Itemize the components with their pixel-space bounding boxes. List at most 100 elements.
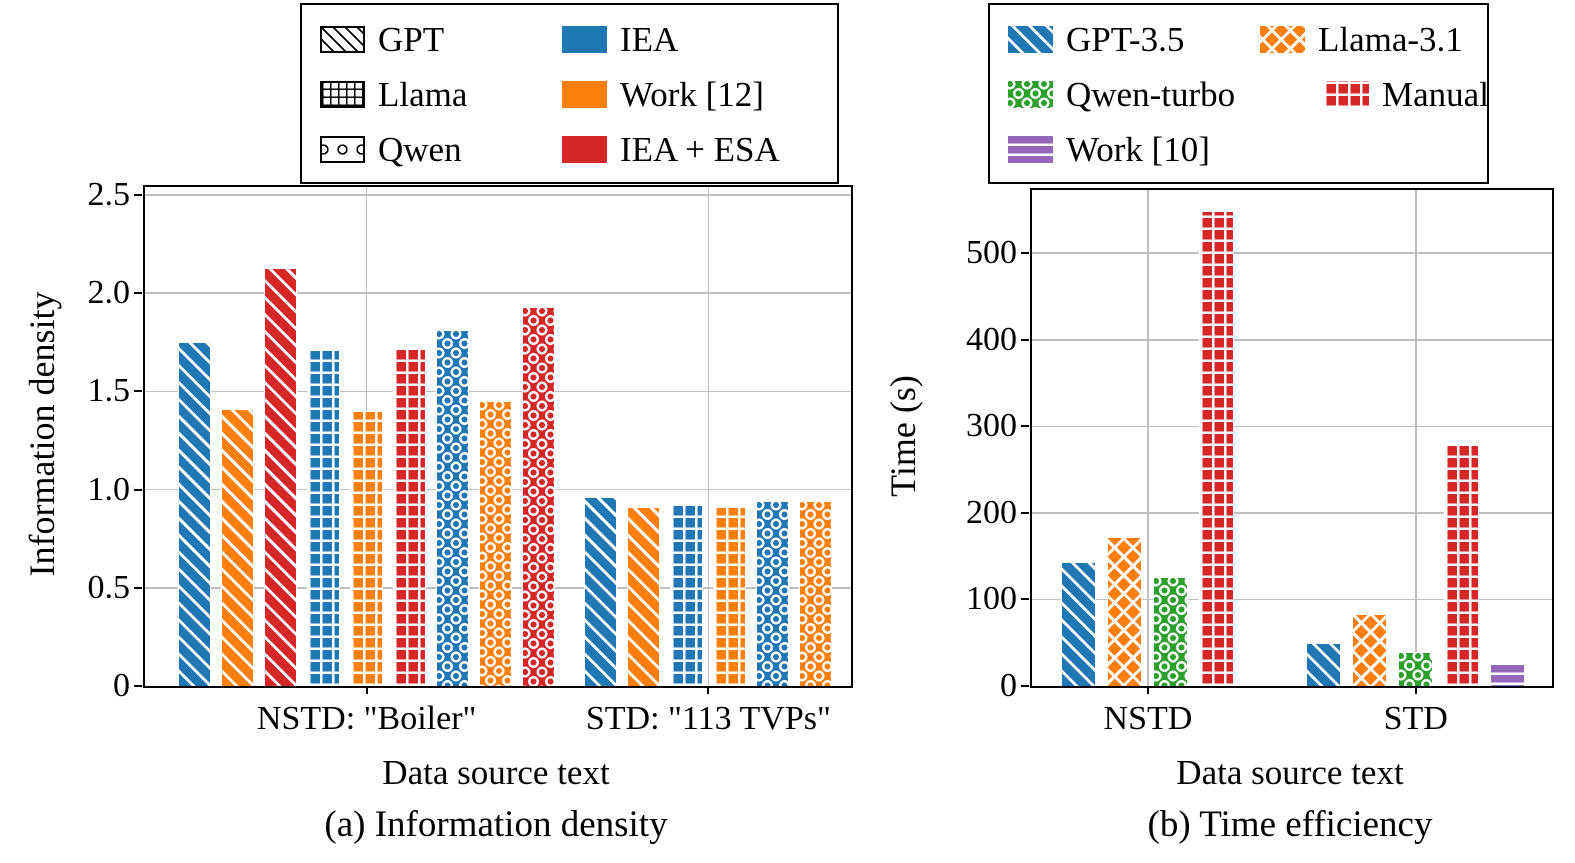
y-tick-label: 2.0 — [87, 274, 131, 312]
y-tick-mark — [134, 685, 142, 687]
y-tick-mark — [134, 292, 142, 295]
y-tick-mark — [1021, 338, 1029, 341]
legend-item-llama: Llama — [320, 74, 467, 114]
legend-item-gpt-3-5: GPT-3.5 — [1008, 19, 1184, 59]
bar-nstd-boiler-qwen-iea — [436, 330, 470, 686]
legend-label-iea-esa: IEA + ESA — [620, 129, 780, 169]
gridline-y-500 — [1032, 252, 1552, 254]
bar-nstd-qwen-turbo — [1153, 576, 1189, 686]
y-tick-label: 200 — [966, 493, 1017, 531]
bar-nstd-boiler-gpt-work-12 — [221, 409, 255, 686]
legend-item-iea: IEA — [562, 19, 678, 59]
bar-nstd-gpt-3-5 — [1061, 562, 1097, 686]
legend-label-qwen: Qwen — [378, 129, 462, 169]
bar-nstd-boiler-gpt-iea-esa — [264, 267, 298, 686]
y-tick-mark — [134, 390, 142, 393]
legend-label-llama: Llama — [378, 74, 468, 114]
y-tick-mark — [1021, 425, 1029, 428]
y-tick-mark — [134, 488, 142, 491]
legend-item-work-10: Work [10] — [1008, 129, 1210, 169]
bar-std-113-tvps-qwen-iea — [756, 501, 790, 686]
x-axis-label-b: Data source text — [1176, 753, 1404, 792]
y-tick-mark — [1021, 685, 1029, 687]
bar-std-gpt-3-5 — [1306, 642, 1342, 686]
bar-nstd-manual — [1199, 210, 1235, 686]
gridline-y-400 — [1032, 339, 1552, 341]
bar-std-113-tvps-llama-iea — [670, 503, 704, 686]
legend-swatch-iea-esa — [562, 135, 607, 163]
bar-nstd-boiler-qwen-work-12 — [479, 401, 513, 686]
legend-label-gpt-3-5: GPT-3.5 — [1066, 19, 1185, 59]
y-tick-label: 100 — [966, 580, 1017, 618]
bar-std-113-tvps-gpt-iea — [584, 497, 618, 686]
y-tick-label: 2.5 — [87, 175, 131, 213]
x-tick-mark — [707, 686, 710, 694]
bar-nstd-boiler-gpt-iea — [178, 342, 212, 686]
bar-std-work-10 — [1490, 663, 1526, 686]
legend-swatch-qwen-turbo — [1008, 80, 1053, 108]
legend-swatch-qwen — [320, 135, 365, 163]
legend-item-qwen-turbo: Qwen-turbo — [1008, 74, 1235, 114]
bar-std-qwen-turbo — [1398, 652, 1434, 686]
x-tick-label-std: STD — [1383, 700, 1448, 737]
bar-nstd-boiler-llama-iea-esa — [393, 348, 427, 686]
legend-item-manual: Manual — [1324, 74, 1489, 114]
x-tick-label-nstd-boiler: NSTD: "Boiler" — [256, 700, 477, 737]
y-tick-mark — [134, 586, 142, 589]
gridline-y-100 — [1032, 598, 1552, 601]
y-tick-label: 1.5 — [87, 372, 131, 410]
legend-label-llama-3-1: Llama-3.1 — [1318, 19, 1463, 59]
legend-swatch-llama — [320, 80, 365, 108]
legend-label-qwen-turbo: Qwen-turbo — [1066, 74, 1236, 114]
legend-label-manual: Manual — [1382, 74, 1489, 114]
legend-panel-b: GPT-3.5 Qwen-turbo Work [10] Llama-3.1 Manua… — [988, 3, 1489, 184]
legend-swatch-work-10 — [1008, 135, 1053, 163]
legend-panel-a: GPT Llama Qwen IEA Work [12] IEA + ESA — [300, 3, 839, 184]
legend-swatch-iea — [562, 25, 607, 53]
legend-swatch-gpt — [320, 25, 365, 53]
y-tick-label: 0.5 — [87, 568, 131, 606]
legend-swatch-manual — [1324, 80, 1369, 108]
x-tick-mark — [1414, 686, 1417, 694]
gridline-x-nstd — [1147, 190, 1149, 686]
bar-nstd-boiler-qwen-iea-esa — [522, 306, 556, 686]
x-tick-label-std-113-tvps: STD: "113 TVPs" — [585, 700, 831, 737]
legend-label-gpt: GPT — [378, 19, 445, 59]
bar-nstd-boiler-llama-work-12 — [350, 410, 384, 686]
gridline-y-2.0 — [145, 292, 851, 294]
gridline-x-std-113-tvps — [707, 187, 710, 686]
plot-area-time-efficiency: 0 100 200 300 400 500 NSTD STD — [966, 188, 1554, 737]
y-tick-mark — [1021, 598, 1029, 601]
legend-swatch-gpt-3-5 — [1008, 25, 1053, 53]
y-tick-label: 0 — [113, 667, 130, 704]
legend-swatch-llama-3-1 — [1260, 25, 1305, 53]
y-tick-label: 500 — [966, 234, 1017, 272]
y-tick-label: 1.0 — [87, 470, 131, 508]
y-tick-label: 400 — [966, 320, 1017, 358]
legend-item-work-12: Work [12] — [562, 74, 764, 114]
y-tick-mark — [134, 193, 142, 196]
y-tick-label: 300 — [966, 407, 1017, 445]
bar-nstd-llama-3-1 — [1107, 537, 1143, 686]
legend-label-iea: IEA — [620, 19, 679, 59]
x-tick-mark — [1146, 686, 1149, 694]
y-axis-label-information-density: Information density — [22, 291, 62, 577]
gridline-y-200 — [1032, 512, 1552, 514]
bar-std-llama-3-1 — [1352, 614, 1388, 686]
caption-panel-b: (b) Time efficiency — [1147, 804, 1433, 845]
legend-swatch-work-12 — [562, 80, 607, 108]
legend-item-gpt: GPT — [320, 19, 444, 59]
gridline-x-std — [1415, 190, 1417, 686]
gridline-y-300 — [1032, 425, 1552, 428]
x-axis-label-a: Data source text — [382, 753, 610, 792]
legend-label-work-12: Work [12] — [620, 74, 764, 114]
legend-label-work-10: Work [10] — [1066, 129, 1210, 169]
x-tick-label-nstd: NSTD — [1103, 700, 1193, 737]
bar-std-113-tvps-qwen-work-12 — [799, 501, 833, 686]
y-axis-label-time: Time (s) — [883, 375, 923, 497]
legend-item-qwen: Qwen — [320, 129, 462, 169]
plot-area-information-density: 0 0.5 1.0 1.5 2.0 2.5 NSTD: "Boiler" STD: "113 … — [88, 177, 853, 737]
gridline-y-1.5 — [145, 390, 851, 393]
gridline-y-2.5 — [145, 194, 851, 196]
